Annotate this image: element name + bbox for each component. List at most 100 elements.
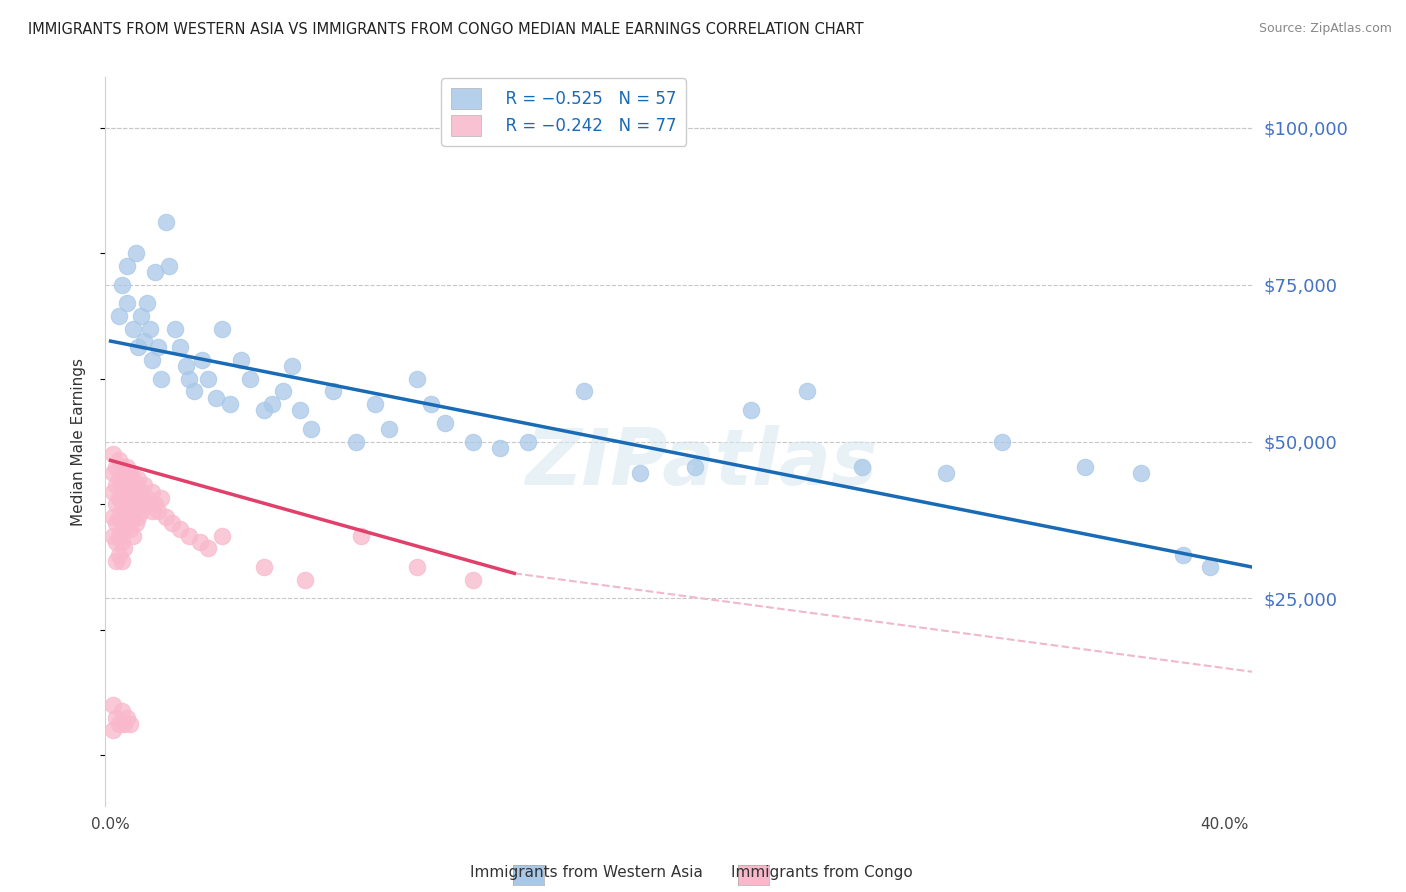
Point — [344, 434, 367, 449]
Point — [197, 372, 219, 386]
Point — [114, 466, 136, 480]
Point — [628, 466, 651, 480]
Point — [108, 309, 131, 323]
Point — [155, 509, 177, 524]
Point — [163, 321, 186, 335]
Point — [117, 478, 139, 492]
Point — [103, 698, 125, 713]
Point — [685, 459, 707, 474]
Point — [322, 384, 344, 399]
Point — [146, 340, 169, 354]
Point — [108, 509, 131, 524]
Point — [177, 529, 200, 543]
Point — [364, 397, 387, 411]
Point — [105, 535, 128, 549]
Point — [174, 359, 197, 374]
Point — [117, 459, 139, 474]
Point — [211, 529, 233, 543]
Point — [239, 372, 262, 386]
Point — [155, 215, 177, 229]
Point — [118, 503, 141, 517]
Point — [121, 321, 143, 335]
Point — [461, 434, 484, 449]
Point — [188, 535, 211, 549]
Point — [127, 472, 149, 486]
Point — [141, 484, 163, 499]
Point — [146, 503, 169, 517]
Point — [111, 459, 134, 474]
Point — [124, 478, 146, 492]
Point — [350, 529, 373, 543]
Point — [169, 340, 191, 354]
Y-axis label: Median Male Earnings: Median Male Earnings — [72, 358, 86, 525]
Point — [103, 447, 125, 461]
Point — [117, 516, 139, 530]
Point — [796, 384, 818, 399]
Point — [132, 478, 155, 492]
Text: Immigrants from Western Asia: Immigrants from Western Asia — [470, 865, 703, 880]
Point — [129, 309, 152, 323]
Point — [111, 705, 134, 719]
Point — [117, 296, 139, 310]
Point — [517, 434, 540, 449]
Point — [135, 491, 157, 505]
Point — [121, 472, 143, 486]
Point — [378, 422, 401, 436]
Point — [132, 334, 155, 348]
Point — [114, 541, 136, 556]
Point — [294, 573, 316, 587]
Point — [117, 711, 139, 725]
Point — [118, 484, 141, 499]
Point — [149, 491, 172, 505]
Point — [141, 503, 163, 517]
Point — [990, 434, 1012, 449]
Point — [197, 541, 219, 556]
Point — [108, 453, 131, 467]
Point — [143, 265, 166, 279]
Point — [129, 503, 152, 517]
Text: Source: ZipAtlas.com: Source: ZipAtlas.com — [1258, 22, 1392, 36]
Point — [405, 560, 427, 574]
Point — [114, 522, 136, 536]
Point — [103, 509, 125, 524]
Point — [219, 397, 242, 411]
Point — [111, 478, 134, 492]
Point — [205, 391, 228, 405]
Point — [127, 491, 149, 505]
Point — [461, 573, 484, 587]
Point — [231, 352, 253, 367]
Point — [111, 277, 134, 292]
Point — [117, 259, 139, 273]
Point — [1129, 466, 1152, 480]
Point — [105, 554, 128, 568]
Point — [108, 548, 131, 562]
Legend:   R = −0.525   N = 57,   R = −0.242   N = 77: R = −0.525 N = 57, R = −0.242 N = 77 — [441, 78, 686, 145]
Point — [280, 359, 302, 374]
Point — [105, 497, 128, 511]
Point — [121, 509, 143, 524]
Point — [299, 422, 322, 436]
Text: Immigrants from Congo: Immigrants from Congo — [731, 865, 912, 880]
Point — [271, 384, 294, 399]
Point — [405, 372, 427, 386]
Point — [108, 472, 131, 486]
Point — [288, 403, 311, 417]
Point — [111, 535, 134, 549]
Point — [138, 321, 160, 335]
Point — [124, 516, 146, 530]
Point — [124, 497, 146, 511]
Point — [129, 484, 152, 499]
Point — [103, 484, 125, 499]
Point — [114, 503, 136, 517]
Point — [105, 711, 128, 725]
Point — [103, 466, 125, 480]
Text: IMMIGRANTS FROM WESTERN ASIA VS IMMIGRANTS FROM CONGO MEDIAN MALE EARNINGS CORRE: IMMIGRANTS FROM WESTERN ASIA VS IMMIGRAN… — [28, 22, 863, 37]
Point — [111, 516, 134, 530]
Point — [935, 466, 957, 480]
Text: ZIPatlas: ZIPatlas — [526, 425, 877, 501]
Point — [103, 529, 125, 543]
Point — [138, 497, 160, 511]
Point — [1199, 560, 1222, 574]
Point — [1074, 459, 1097, 474]
Point — [183, 384, 205, 399]
